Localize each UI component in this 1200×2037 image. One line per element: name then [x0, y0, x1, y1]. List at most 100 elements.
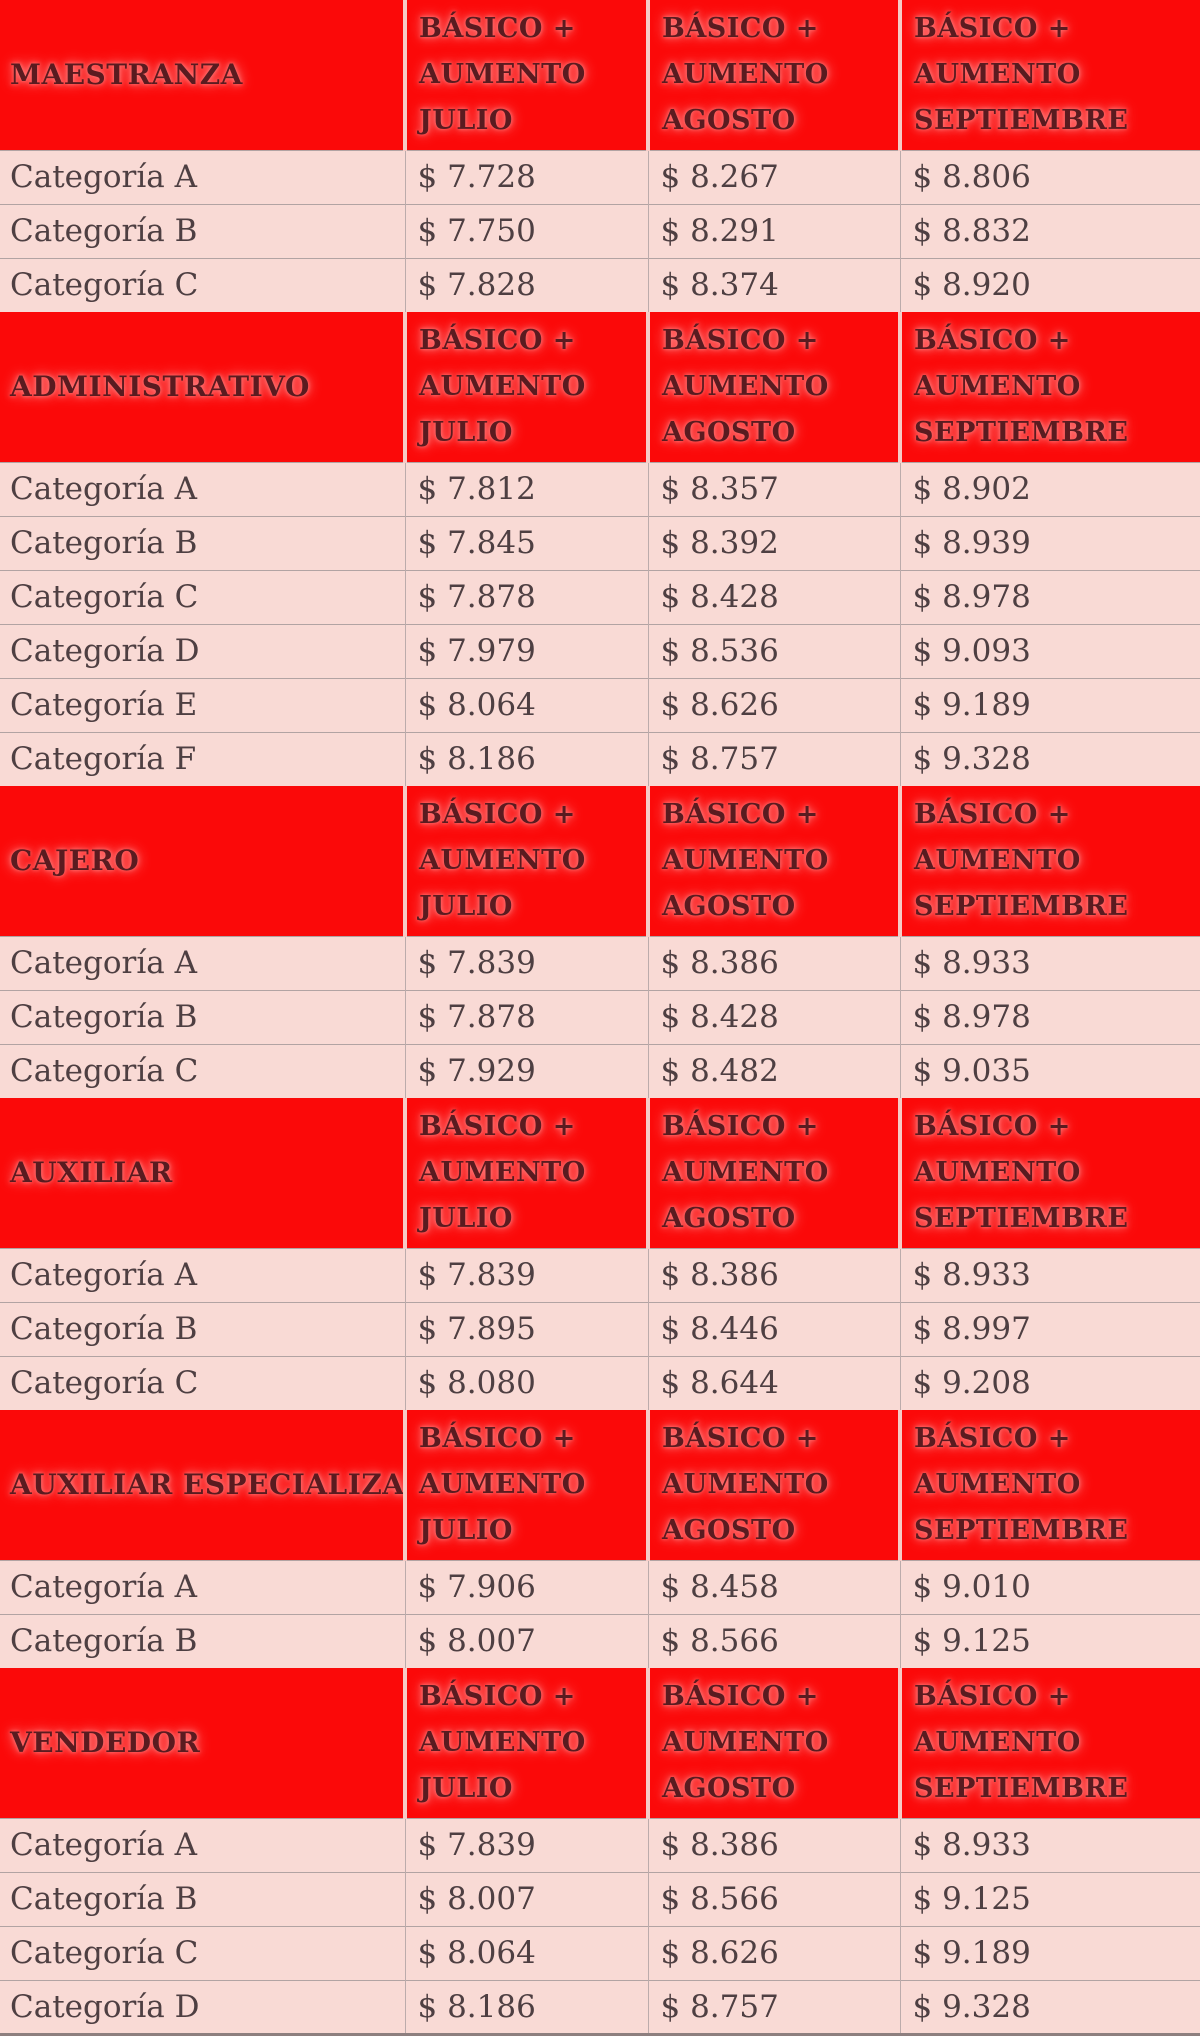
table-row: Categoría D $ 7.979 $ 8.536 $ 9.093 [0, 623, 1200, 678]
column-header-line: BÁSICO + [419, 1110, 576, 1142]
value-cell: $ 8.392 [647, 515, 900, 570]
section-name-cell: AUXILIAR ESPECIALIZADO [0, 1410, 405, 1560]
column-header-line: AUMENTO [914, 58, 1081, 90]
value-cell: $ 8.626 [647, 677, 900, 732]
column-header-line: SEPTIEMBRE [914, 1202, 1129, 1234]
category-cell: Categoría E [0, 677, 405, 732]
column-header-line: JULIO [419, 890, 513, 922]
value-cell: $ 7.895 [404, 1301, 648, 1356]
column-header-line: AUMENTO [914, 844, 1081, 876]
category-cell: Categoría D [0, 623, 405, 678]
table-row: Categoría A $ 7.839 $ 8.386 $ 8.933 [0, 935, 1200, 990]
column-header-cell: BÁSICO + AUMENTO AGOSTO [646, 1098, 900, 1248]
value-cell: $ 8.482 [647, 1043, 900, 1098]
value-cell: $ 8.566 [647, 1871, 900, 1926]
column-header-line: SEPTIEMBRE [914, 416, 1129, 448]
value-cell: $ 7.845 [404, 515, 648, 570]
value-cell: $ 8.644 [647, 1355, 900, 1410]
section-header-row: MAESTRANZA BÁSICO + AUMENTO JULIO BÁSICO + AU… [0, 0, 1200, 150]
value-cell: $ 8.007 [404, 1871, 648, 1926]
value-cell: $ 9.189 [899, 1925, 1200, 1980]
value-cell: $ 8.757 [647, 1979, 900, 2034]
column-header-line: AUMENTO [419, 1726, 586, 1758]
section-name-cell: CAJERO [0, 786, 405, 936]
value-cell: $ 7.839 [404, 1247, 648, 1302]
table-row: Categoría B $ 7.895 $ 8.446 $ 8.997 [0, 1301, 1200, 1356]
category-cell: Categoría F [0, 731, 405, 786]
column-header-line: AGOSTO [662, 104, 796, 136]
table-row: Categoría C $ 8.080 $ 8.644 $ 9.208 [0, 1355, 1200, 1410]
value-cell: $ 8.357 [647, 461, 900, 516]
column-header-line: JULIO [419, 1514, 513, 1546]
column-header-line: AUMENTO [662, 1726, 829, 1758]
table-row: Categoría C $ 7.828 $ 8.374 $ 8.920 [0, 257, 1200, 312]
value-cell: $ 8.446 [647, 1301, 900, 1356]
table-row: Categoría B $ 7.878 $ 8.428 $ 8.978 [0, 989, 1200, 1044]
value-cell: $ 8.428 [647, 569, 900, 624]
value-cell: $ 8.291 [647, 203, 900, 258]
value-cell: $ 8.978 [899, 569, 1200, 624]
value-cell: $ 7.878 [404, 569, 648, 624]
column-header-cell: BÁSICO + AUMENTO SEPTIEMBRE [898, 1410, 1200, 1560]
column-header-cell: BÁSICO + AUMENTO JULIO [403, 0, 648, 150]
column-header-line: SEPTIEMBRE [914, 1772, 1129, 1804]
column-header-line: AGOSTO [662, 1772, 796, 1804]
column-header-cell: BÁSICO + AUMENTO JULIO [403, 1668, 648, 1818]
column-header-line: AUMENTO [914, 1726, 1081, 1758]
category-cell: Categoría A [0, 461, 405, 516]
category-cell: Categoría C [0, 257, 405, 312]
section-name-cell: MAESTRANZA [0, 0, 405, 150]
value-cell: $ 8.386 [647, 1817, 900, 1872]
table-row: Categoría B $ 8.007 $ 8.566 $ 9.125 [0, 1613, 1200, 1668]
value-cell: $ 8.806 [899, 149, 1200, 204]
column-header-line: BÁSICO + [662, 1110, 819, 1142]
value-cell: $ 7.812 [404, 461, 648, 516]
category-cell: Categoría C [0, 1043, 405, 1098]
column-header-line: AGOSTO [662, 890, 796, 922]
value-cell: $ 8.428 [647, 989, 900, 1044]
column-header-line: AGOSTO [662, 416, 796, 448]
section-header-row: AUXILIAR BÁSICO + AUMENTO JULIO BÁSICO + AUME… [0, 1098, 1200, 1248]
value-cell: $ 8.374 [647, 257, 900, 312]
value-cell: $ 8.386 [647, 935, 900, 990]
value-cell: $ 7.750 [404, 203, 648, 258]
value-cell: $ 7.906 [404, 1559, 648, 1614]
column-header-line: BÁSICO + [914, 1110, 1071, 1142]
value-cell: $ 8.626 [647, 1925, 900, 1980]
category-cell: Categoría A [0, 1817, 405, 1872]
value-cell: $ 8.832 [899, 203, 1200, 258]
column-header-line: AUMENTO [914, 370, 1081, 402]
column-header-cell: BÁSICO + AUMENTO JULIO [403, 1410, 648, 1560]
value-cell: $ 8.186 [404, 731, 648, 786]
category-cell: Categoría B [0, 1613, 405, 1668]
column-header-cell: BÁSICO + AUMENTO AGOSTO [646, 312, 900, 462]
column-header-line: BÁSICO + [419, 1422, 576, 1454]
table-row: Categoría A $ 7.839 $ 8.386 $ 8.933 [0, 1817, 1200, 1872]
column-header-cell: BÁSICO + AUMENTO SEPTIEMBRE [898, 312, 1200, 462]
section-header-row: AUXILIAR ESPECIALIZADO BÁSICO + AUMENTO JUL… [0, 1410, 1200, 1560]
column-header-line: AUMENTO [662, 1468, 829, 1500]
category-cell: Categoría B [0, 203, 405, 258]
section-name-cell: VENDEDOR [0, 1668, 405, 1818]
table-row: Categoría C $ 8.064 $ 8.626 $ 9.189 [0, 1925, 1200, 1980]
column-header-line: BÁSICO + [914, 798, 1071, 830]
column-header-line: AUMENTO [419, 370, 586, 402]
value-cell: $ 8.902 [899, 461, 1200, 516]
table-row: Categoría A $ 7.728 $ 8.267 $ 8.806 [0, 149, 1200, 204]
column-header-line: AGOSTO [662, 1514, 796, 1546]
value-cell: $ 9.125 [899, 1871, 1200, 1926]
value-cell: $ 8.536 [647, 623, 900, 678]
column-header-line: JULIO [419, 104, 513, 136]
column-header-line: BÁSICO + [662, 324, 819, 356]
column-header-cell: BÁSICO + AUMENTO AGOSTO [646, 1668, 900, 1818]
value-cell: $ 8.978 [899, 989, 1200, 1044]
column-header-line: AGOSTO [662, 1202, 796, 1234]
column-header-line: AUMENTO [419, 58, 586, 90]
value-cell: $ 8.064 [404, 1925, 648, 1980]
column-header-line: BÁSICO + [662, 1680, 819, 1712]
column-header-line: BÁSICO + [419, 324, 576, 356]
column-header-cell: BÁSICO + AUMENTO AGOSTO [646, 1410, 900, 1560]
column-header-line: AUMENTO [662, 844, 829, 876]
